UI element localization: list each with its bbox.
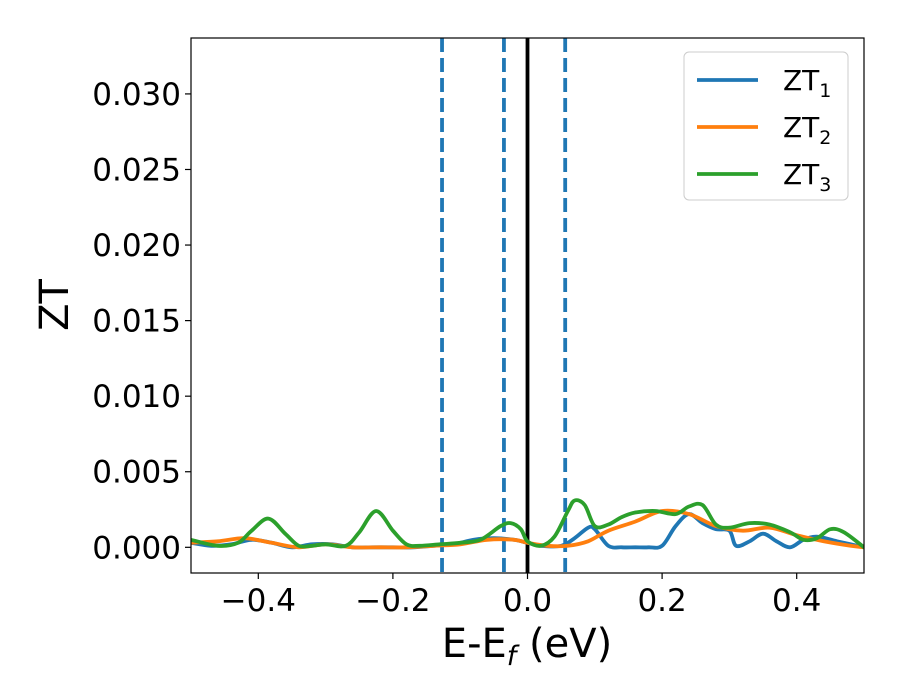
y-tick-label: 0.025: [92, 152, 181, 188]
legend: ZT1 ZT2 ZT3: [683, 51, 849, 201]
y-tick-label: 0.020: [92, 228, 181, 264]
series-lines: [191, 498, 864, 550]
y-axis-label: ZT: [32, 279, 78, 331]
y-axis-ticks: 0.000 0.005 0.010 0.015 0.020 0.025 0.030: [92, 77, 191, 566]
x-axis-label: E-Ef (eV): [442, 621, 612, 672]
x-axis-ticks: −0.4 −0.2 0.0 0.2 0.4: [221, 573, 821, 619]
x-tick-label: 0.0: [503, 583, 552, 619]
x-tick-label: 0.4: [772, 583, 821, 619]
y-tick-label: 0.010: [92, 379, 181, 415]
legend-label-zt1: ZT1: [783, 64, 831, 102]
y-tick-label: 0.000: [92, 530, 181, 566]
x-tick-label: 0.2: [637, 583, 686, 619]
legend-box: [683, 51, 849, 201]
x-tick-label: −0.4: [221, 583, 296, 619]
x-tick-label: −0.2: [355, 583, 430, 619]
reference-lines: [440, 38, 568, 573]
y-tick-label: 0.030: [92, 77, 181, 113]
y-tick-label: 0.005: [92, 455, 181, 491]
legend-label-zt2: ZT2: [783, 111, 831, 149]
series-line-zt3: [191, 498, 864, 550]
y-tick-label: 0.015: [92, 304, 181, 340]
legend-label-zt3: ZT3: [783, 158, 831, 196]
